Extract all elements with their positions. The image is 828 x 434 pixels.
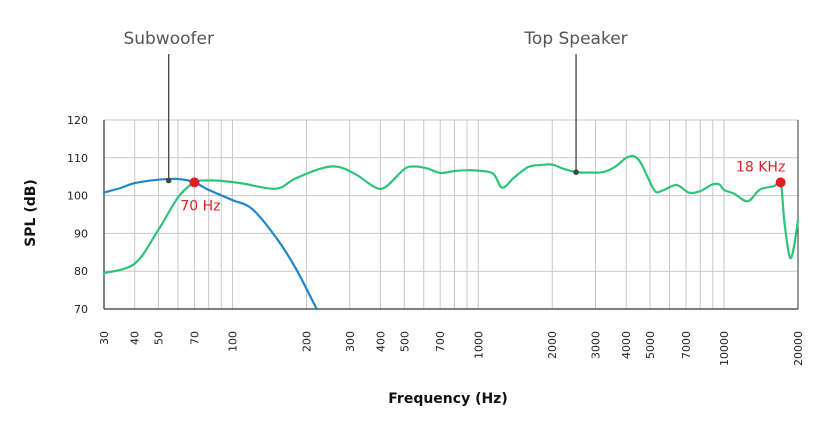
- x-tick-label: 7000: [680, 331, 693, 359]
- x-tick-label: 30: [98, 331, 111, 345]
- x-tick-label: 1000: [472, 331, 485, 359]
- callout-layer: Subwoofer Top Speaker: [123, 29, 628, 184]
- x-tick-label: 50: [153, 331, 166, 345]
- y-tick-label: 110: [67, 152, 88, 165]
- grid-layer: [103, 119, 799, 310]
- top-speaker-callout-dot: [573, 169, 579, 175]
- x-tick-label: 100: [227, 331, 240, 352]
- plot-area: [104, 120, 798, 309]
- x-tick-label: 200: [300, 331, 313, 352]
- y-tick-label: 90: [74, 227, 88, 240]
- y-tick-label: 80: [74, 265, 88, 278]
- x-tick-label: 2000: [546, 331, 559, 359]
- x-tick-label: 5000: [644, 331, 657, 359]
- y-tick-label: 70: [74, 303, 88, 316]
- x-axis-title: Frequency (Hz): [388, 391, 507, 407]
- x-tick-label: 500: [398, 331, 411, 352]
- subwoofer-callout-label: Subwoofer: [123, 29, 214, 49]
- subwoofer-callout-dot: [165, 177, 172, 184]
- series-layer: [102, 154, 800, 311]
- subwoofer-line: [102, 177, 318, 311]
- top-speaker-callout-label: Top Speaker: [523, 29, 627, 49]
- x-tick-label: 10000: [718, 331, 731, 366]
- top-speaker-line: [102, 154, 800, 275]
- x-tick-label: 70: [188, 331, 201, 345]
- marker-layer: 70 Hz 18 KHz: [180, 159, 786, 214]
- x-tick-label: 3000: [590, 331, 603, 359]
- x-tick-label: 300: [344, 331, 357, 352]
- x-tick-label: 400: [374, 331, 387, 352]
- x-tick-label: 20000: [792, 331, 805, 366]
- y-tick-label: 100: [67, 190, 88, 203]
- marker-18-khz: [775, 177, 786, 188]
- y-tick-label: 120: [67, 114, 88, 127]
- x-tick-label: 4000: [620, 331, 633, 359]
- axis-layer: 70 80 90 100 110 120 30 40 50 70 100 200 300 400 500 70…: [67, 114, 805, 366]
- marker-label-18-khz: 18 KHz: [736, 159, 785, 175]
- x-tick-label: 40: [129, 331, 142, 345]
- marker-label-70-hz: 70 Hz: [180, 198, 220, 214]
- y-axis-title: SPL (dB): [23, 179, 39, 247]
- marker-70-hz: [189, 177, 200, 188]
- x-tick-label: 700: [434, 331, 447, 352]
